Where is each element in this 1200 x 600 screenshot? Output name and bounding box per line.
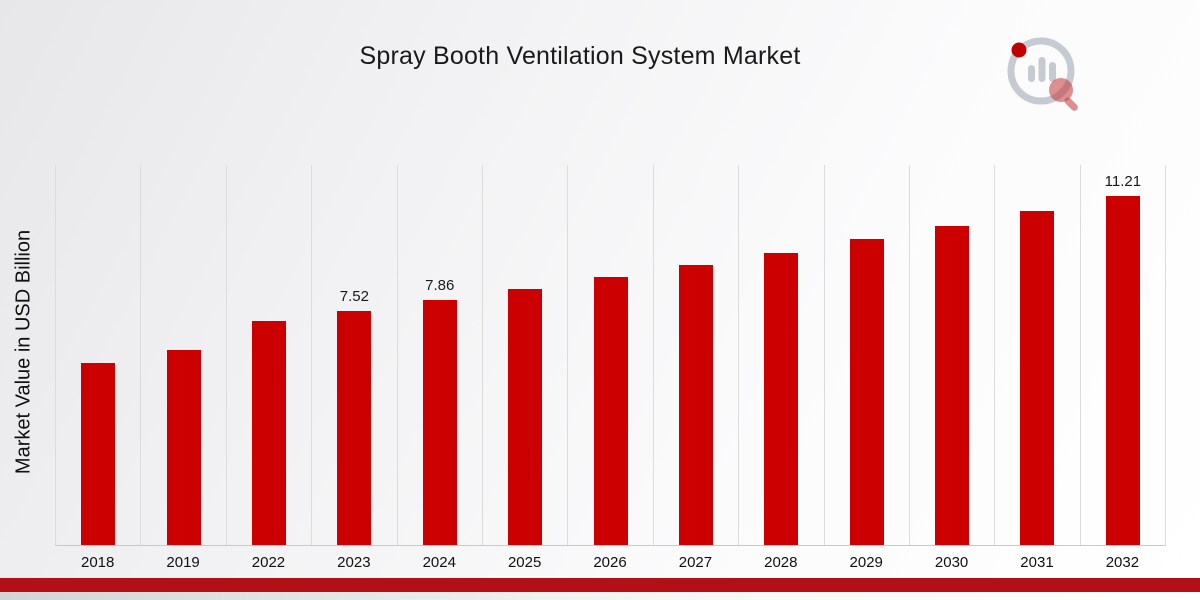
grid-slot [738, 165, 823, 545]
x-tick-label-2030: 2030 [934, 554, 969, 571]
x-tick-label-2027: 2027 [678, 554, 713, 571]
x-tick-label-2024: 2024 [422, 554, 456, 571]
footer-stripe [0, 578, 1200, 592]
grid-slot: 11.21 [1079, 165, 1165, 545]
grid-slot [140, 165, 225, 545]
bar-2023 [337, 310, 372, 545]
x-tick-label-2019: 2019 [166, 554, 200, 571]
grid-slot [908, 165, 994, 545]
grid-slot [225, 165, 311, 545]
bar-2026 [593, 277, 628, 545]
bar-2024 [422, 300, 457, 545]
value-label-2023: 7.52 [339, 287, 369, 305]
x-tick-label-2028: 2028 [764, 554, 798, 571]
x-tick-label-2031: 2031 [1020, 554, 1054, 571]
brand-logo-icon [1007, 37, 1078, 111]
footer-gradient [0, 592, 1200, 600]
chart-title: Spray Booth Ventilation System Market [359, 42, 801, 70]
grid-slot [994, 165, 1079, 545]
x-tick-label-2018: 2018 [81, 554, 115, 571]
bar-2030 [935, 225, 970, 545]
grid-slot: 7.52 [311, 165, 396, 545]
x-tick-label-2023: 2023 [337, 554, 371, 571]
bar-2028 [764, 252, 799, 545]
bar-2031 [1020, 211, 1055, 545]
x-tick-label-2026: 2026 [593, 554, 627, 571]
bar-2027 [678, 265, 713, 545]
plot-area: 7.52 7.86 11.21 [55, 165, 1166, 546]
bar-2018 [81, 362, 116, 545]
x-tick-label-2029: 2029 [849, 554, 883, 571]
grid-slot: 7.86 [396, 165, 482, 545]
x-tick-label-2025: 2025 [507, 554, 542, 571]
x-axis: 2018 2019 2022 2023 2024 2025 2026 2027 2028 2029… [55, 548, 1165, 571]
x-tick-label-2022: 2022 [251, 554, 286, 571]
bar-2019 [166, 350, 201, 545]
value-label-2032: 11.21 [1104, 172, 1142, 190]
bar-2022 [251, 320, 286, 545]
grid-slot [481, 165, 567, 545]
bar-2025 [508, 289, 543, 545]
value-label-2024: 7.86 [425, 277, 455, 295]
y-axis-label: Market Value in USD Billion [12, 229, 35, 475]
grid-slot [652, 165, 738, 545]
bar-2029 [849, 239, 884, 545]
bar-2032 [1105, 195, 1140, 545]
grid-slot [567, 165, 652, 545]
grid-slot [55, 165, 140, 545]
grid-slot [823, 165, 909, 545]
x-tick-label-2032: 2032 [1105, 554, 1140, 571]
